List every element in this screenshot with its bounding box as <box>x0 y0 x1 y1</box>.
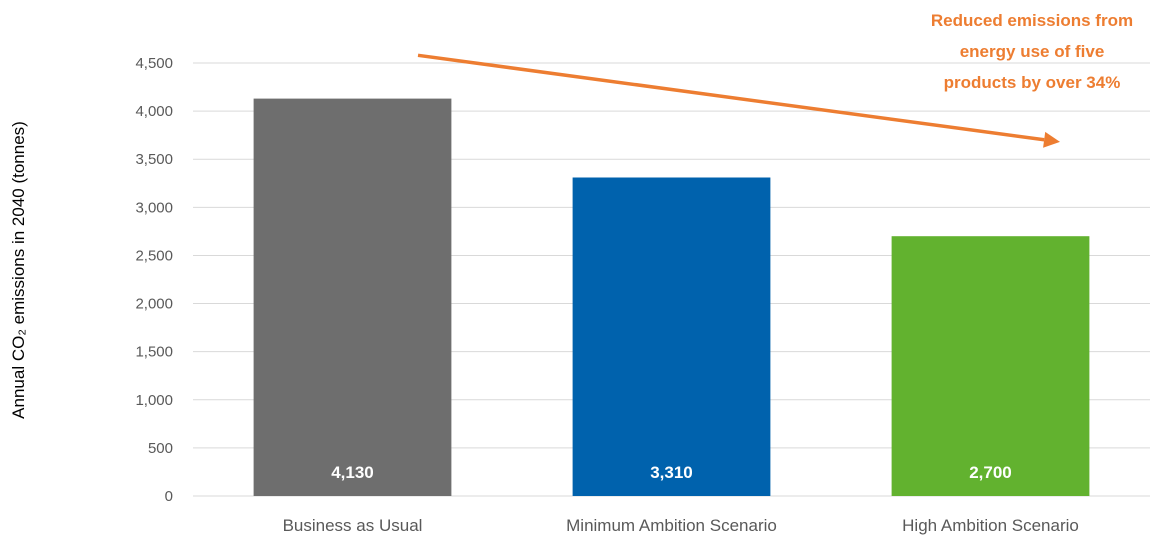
annotation: Reduced emissions from energy use of fiv… <box>417 11 1133 148</box>
data-label: 3,310 <box>650 463 693 482</box>
y-tick-label: 1,000 <box>135 392 173 409</box>
y-tick-label: 4,000 <box>135 103 173 120</box>
annotation-line-1: Reduced emissions from <box>931 11 1133 30</box>
y-tick-label: 500 <box>148 440 173 457</box>
annotation-arrow <box>417 53 1045 142</box>
y-tick-label: 1,500 <box>135 344 173 361</box>
data-labels: 4,130 3,310 2,700 <box>331 463 1012 482</box>
data-label: 4,130 <box>331 463 374 482</box>
y-tick-label: 3,000 <box>135 199 173 216</box>
annotation-line-3: products by over 34% <box>944 73 1121 92</box>
y-tick-label: 0 <box>165 488 173 505</box>
bar <box>572 177 771 496</box>
x-category-label: Minimum Ambition Scenario <box>566 516 777 535</box>
x-axis-categories: Business as Usual Minimum Ambition Scenar… <box>283 516 1079 535</box>
y-axis-label: Annual CO₂ emissions in 2040 (tonnes) <box>9 121 28 419</box>
x-category-label: High Ambition Scenario <box>902 516 1079 535</box>
data-label: 2,700 <box>969 463 1012 482</box>
annotation-arrowhead <box>1043 131 1060 148</box>
bar <box>891 236 1090 496</box>
y-tick-label: 2,000 <box>135 296 173 313</box>
bars <box>253 98 1090 496</box>
bar <box>253 98 452 496</box>
y-tick-label: 3,500 <box>135 151 173 168</box>
annotation-line-2: energy use of five <box>960 42 1105 61</box>
y-tick-label: 2,500 <box>135 247 173 264</box>
y-tick-label: 4,500 <box>135 55 173 72</box>
y-axis-ticks: 0 500 1,000 1,500 2,000 2,500 3,000 3,500 4,000 4… <box>135 55 173 505</box>
x-category-label: Business as Usual <box>283 516 423 535</box>
